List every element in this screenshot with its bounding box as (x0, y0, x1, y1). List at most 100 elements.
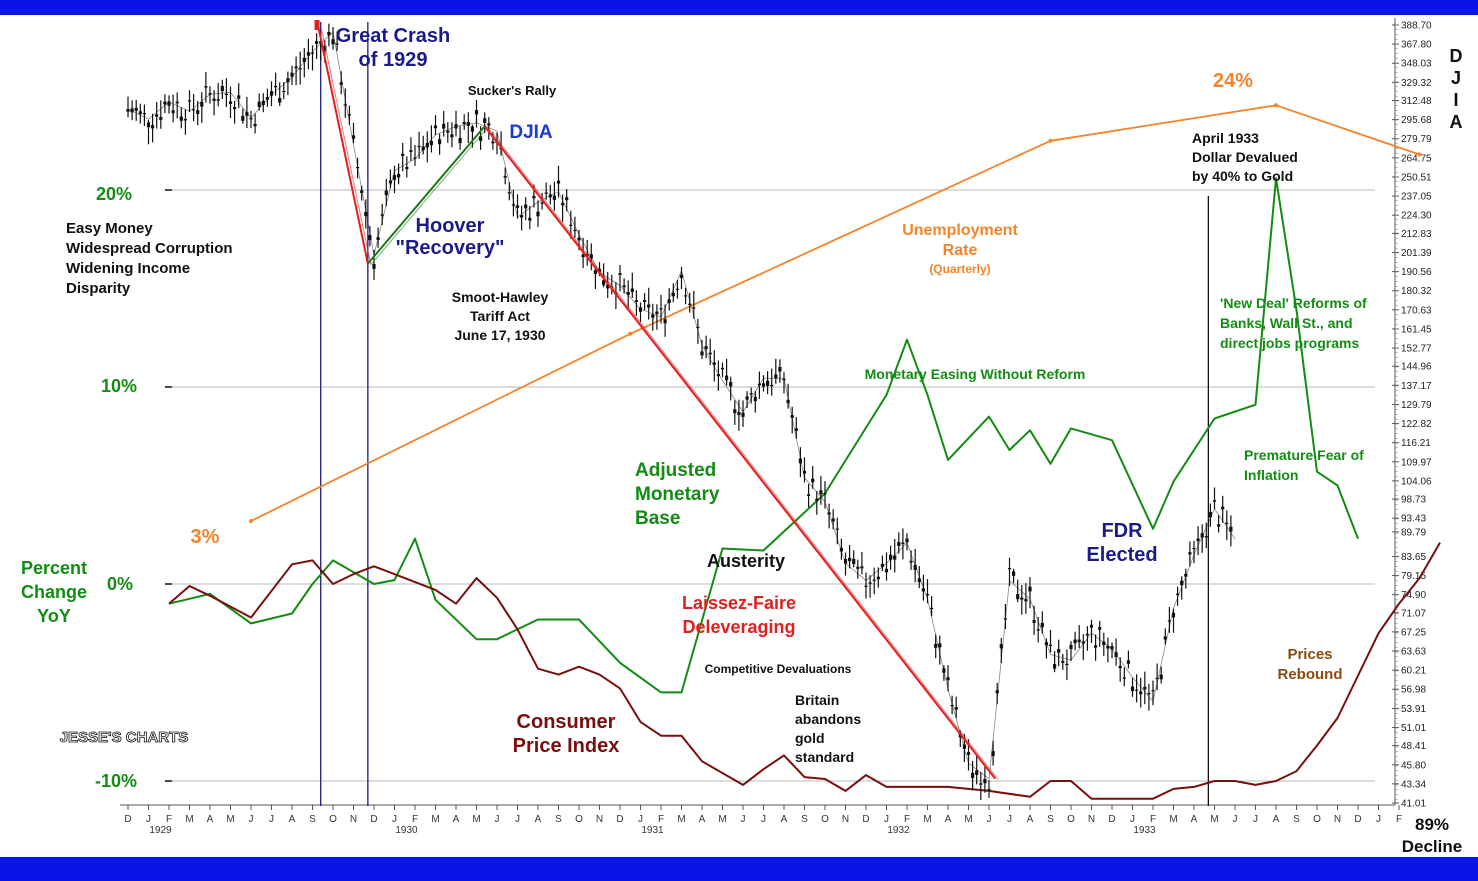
right-tick-label: 71.07 (1401, 608, 1426, 619)
djia-body (1094, 645, 1098, 648)
djia-body (208, 93, 212, 95)
djia-body (909, 560, 913, 563)
right-tick-label: 212.83 (1401, 229, 1432, 240)
djia-body (1061, 660, 1065, 663)
left-axis-title-line: Change (21, 582, 87, 602)
djia-body (593, 270, 597, 275)
new-deal-label-line: direct jobs programs (1220, 335, 1359, 351)
djia-body (245, 112, 249, 116)
britain-gold-label-line: standard (795, 749, 854, 765)
x-tick-label: D (1108, 814, 1115, 825)
djia-body (532, 195, 536, 199)
djia-body (134, 107, 138, 111)
easy-money-label-line: Disparity (66, 280, 131, 297)
right-tick-label: 170.63 (1401, 305, 1432, 316)
djia-body (893, 555, 897, 560)
djia-body (1176, 593, 1180, 596)
djia-body (1167, 620, 1171, 622)
x-tick-label: J (1007, 814, 1012, 825)
monetary-easing-label: Monetary Easing Without Reform (865, 366, 1086, 382)
djia-body (774, 374, 778, 379)
right-tick-label: 329.32 (1401, 78, 1432, 89)
right-axis-title-letter: I (1453, 90, 1458, 110)
djia-body (327, 32, 331, 36)
djia-body (741, 412, 745, 417)
djia-body (1057, 649, 1061, 653)
djia-body (991, 751, 995, 757)
djia-body (761, 383, 766, 387)
right-tick-label: 83.65 (1401, 552, 1426, 563)
djia-body (1048, 644, 1053, 646)
dollar-devalued-label-line: Dollar Devalued (1192, 149, 1298, 165)
left-axis: 20% 10% 0% -10% Percent Change YoY (21, 184, 172, 791)
djia-body (151, 125, 155, 129)
djia-body (130, 108, 134, 113)
djia-body (1217, 524, 1221, 527)
djia-body (442, 123, 446, 129)
austerity-label: Austerity (707, 551, 785, 571)
djia-body (487, 123, 491, 126)
djia-body (934, 643, 938, 648)
djia-body (335, 43, 339, 45)
djia-body (954, 707, 958, 710)
djia-series (126, 23, 1236, 800)
djia-body (384, 190, 388, 196)
djia-body (1147, 692, 1151, 695)
djia-body (798, 458, 802, 464)
djia-body (483, 118, 487, 123)
djia-body (479, 136, 483, 141)
right-tick-label: 48.41 (1401, 741, 1426, 752)
djia-body (175, 101, 179, 104)
djia-body (1085, 633, 1089, 636)
djia-body (470, 126, 474, 132)
unemployment-quarterly-label: (Quarterly) (929, 262, 990, 276)
x-tick-label: J (1233, 814, 1238, 825)
djia-body (347, 114, 351, 116)
right-tick-label: 161.45 (1401, 324, 1432, 335)
x-tick-label: N (596, 814, 603, 825)
unemployment-quarterly-label-line: (Quarterly) (929, 262, 990, 276)
djia-body (1036, 629, 1040, 631)
djia-body (802, 470, 807, 474)
hoover-recovery-label-line: Hoover (416, 215, 485, 237)
right-tick-label: 45.80 (1401, 760, 1426, 771)
smoot-hawley-label-line: June 17, 1930 (454, 327, 545, 343)
djia-body (425, 142, 429, 148)
x-tick-label: N (350, 814, 357, 825)
djia-body (233, 107, 237, 110)
djia-body (503, 175, 507, 178)
djia-body (360, 190, 364, 193)
unemployment-rate-label-line: Rate (943, 242, 978, 259)
djia-body (950, 704, 954, 707)
djia-body (446, 130, 450, 133)
djia-body (1012, 571, 1016, 576)
right-tick-label: 79.15 (1401, 571, 1426, 582)
djia-body (261, 100, 265, 105)
djia-body (876, 576, 880, 580)
new-deal-label: 'New Deal' Reforms of Banks, Wall St., an… (1220, 295, 1367, 351)
djia-body (528, 217, 532, 221)
djia-body (1221, 506, 1225, 510)
right-tick-label: 63.63 (1401, 647, 1426, 658)
x-tick-label: M (185, 814, 193, 825)
djia-body (515, 205, 520, 208)
djia-body (1196, 538, 1200, 542)
djia-body (626, 292, 630, 295)
right-tick-label: 224.30 (1401, 211, 1432, 222)
right-tick-label: 137.17 (1401, 381, 1432, 392)
djia-body (807, 494, 811, 496)
djia-body (438, 139, 442, 145)
x-tick-label: D (370, 814, 377, 825)
unemployment-24-label: 24% (1213, 70, 1253, 92)
x-tick-label: M (677, 814, 685, 825)
djia-body (1208, 512, 1212, 518)
x-year-label: 1932 (887, 825, 910, 836)
right-tick-label: 53.91 (1401, 704, 1426, 715)
djia-body (1212, 500, 1217, 502)
djia-body (884, 568, 889, 573)
x-tick-label: A (289, 814, 296, 825)
djia-body (274, 85, 278, 88)
prices-rebound-label-line: Rebound (1278, 666, 1343, 683)
djia-body (216, 99, 220, 101)
x-tick-label: O (1067, 814, 1075, 825)
